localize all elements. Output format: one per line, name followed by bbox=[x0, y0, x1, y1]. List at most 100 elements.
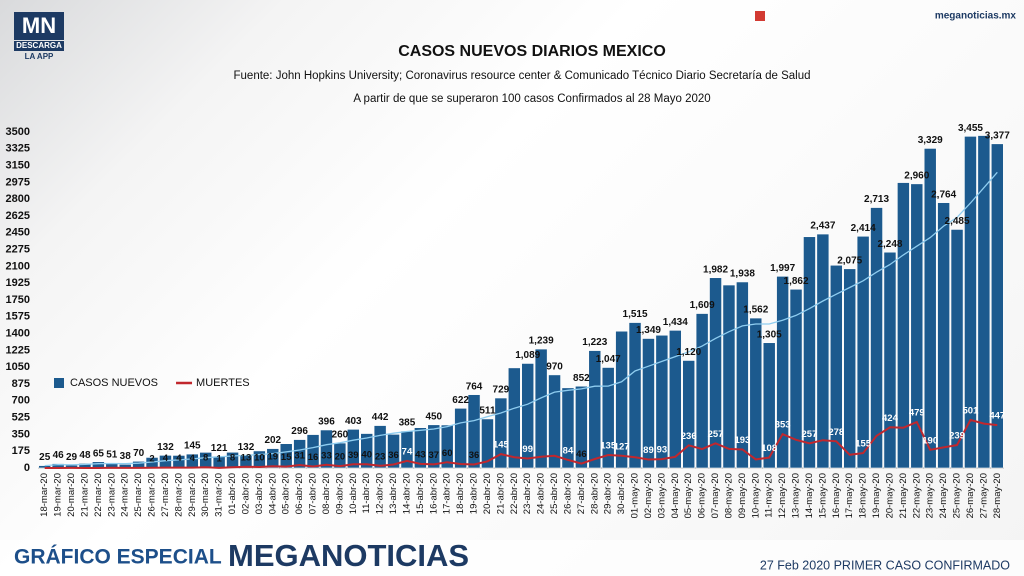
x-tick-label: 20-may-20 bbox=[884, 473, 895, 518]
data-label: 396 bbox=[318, 417, 335, 428]
bar bbox=[897, 182, 910, 469]
bar bbox=[789, 288, 803, 469]
data-label: 132 bbox=[157, 442, 174, 453]
bar bbox=[843, 268, 857, 469]
data-label: 403 bbox=[345, 416, 362, 427]
bar bbox=[440, 424, 454, 469]
y-tick-label: 1225 bbox=[6, 344, 30, 356]
x-tick-label: 26-mar-20 bbox=[147, 473, 158, 517]
data-label: 70 bbox=[133, 448, 145, 459]
bar bbox=[655, 334, 669, 469]
icon bbox=[755, 11, 765, 21]
data-label: 1 bbox=[216, 453, 222, 464]
data-label: 155 bbox=[855, 439, 872, 450]
data-label: 1,997 bbox=[770, 263, 795, 274]
data-label: 43 bbox=[415, 449, 426, 460]
x-tick-label: 22-abr-20 bbox=[509, 473, 520, 514]
x-tick-label: 05-may-20 bbox=[683, 473, 694, 518]
data-label: 29 bbox=[66, 452, 78, 463]
bar bbox=[494, 397, 508, 469]
x-tick-label: 08-may-20 bbox=[723, 473, 734, 518]
x-tick-label: 09-may-20 bbox=[737, 473, 748, 518]
x-tick-label: 24-abr-20 bbox=[536, 473, 547, 514]
data-label: 108 bbox=[761, 443, 777, 454]
bar bbox=[923, 148, 937, 469]
bar bbox=[977, 135, 991, 469]
bar bbox=[360, 433, 374, 469]
data-label: 74 bbox=[402, 446, 413, 457]
data-label: 501 bbox=[963, 405, 980, 416]
data-label: 40 bbox=[361, 450, 372, 461]
x-tick-label: 30-abr-20 bbox=[616, 473, 627, 514]
data-label: 1,515 bbox=[623, 309, 648, 320]
data-label: 4 bbox=[176, 453, 182, 464]
bar bbox=[937, 202, 950, 469]
data-label: 257 bbox=[708, 429, 724, 440]
y-tick-label: 0 bbox=[24, 462, 30, 474]
bar bbox=[695, 313, 709, 469]
bar bbox=[548, 374, 561, 469]
bar bbox=[883, 251, 897, 469]
x-tick-label: 19-abr-20 bbox=[469, 473, 480, 514]
bar bbox=[561, 387, 575, 469]
x-tick-label: 21-may-20 bbox=[898, 473, 909, 518]
data-label: 4 bbox=[190, 453, 196, 464]
bar bbox=[346, 429, 360, 469]
x-tick-label: 12-may-20 bbox=[777, 473, 788, 518]
y-tick-label: 875 bbox=[12, 378, 30, 390]
footer-brand: MEGANOTICIAS bbox=[228, 538, 469, 573]
bar bbox=[910, 183, 924, 469]
x-tick-label: 11-abr-20 bbox=[361, 473, 372, 514]
x-tick-label: 08-abr-20 bbox=[321, 473, 332, 514]
data-label: 2,485 bbox=[945, 216, 970, 227]
data-label: 1,982 bbox=[703, 264, 728, 275]
data-label: 89 bbox=[643, 445, 654, 456]
data-label: 1,239 bbox=[529, 336, 554, 347]
bar bbox=[964, 136, 977, 469]
data-label: 2,248 bbox=[877, 239, 902, 250]
data-label: 39 bbox=[348, 450, 359, 461]
line bbox=[44, 171, 998, 467]
legend-label: MUERTES bbox=[196, 377, 250, 389]
bar bbox=[481, 418, 494, 469]
footer-band bbox=[0, 540, 1024, 576]
data-label: 8 bbox=[203, 453, 208, 464]
data-label: 3,377 bbox=[985, 130, 1010, 141]
x-tick-label: 03-may-20 bbox=[656, 473, 667, 518]
data-label: 353 bbox=[775, 420, 791, 431]
data-label: 2,437 bbox=[810, 221, 835, 232]
data-label: 145 bbox=[184, 441, 201, 452]
data-label: 257 bbox=[802, 429, 818, 440]
bar bbox=[628, 322, 642, 469]
data-label: 1,938 bbox=[730, 269, 755, 280]
bar bbox=[749, 317, 763, 469]
bar bbox=[521, 363, 535, 469]
bar bbox=[803, 236, 816, 469]
x-tick-label: 18-may-20 bbox=[858, 473, 869, 518]
x-tick-label: 20-abr-20 bbox=[482, 473, 493, 514]
data-label: 2,075 bbox=[837, 255, 862, 266]
x-tick-label: 27-abr-20 bbox=[576, 473, 587, 514]
data-label: 3,329 bbox=[918, 135, 943, 146]
data-label: 1,862 bbox=[784, 276, 809, 287]
data-label: 2,414 bbox=[851, 223, 876, 234]
x-tick-label: 19-may-20 bbox=[871, 473, 882, 518]
data-label: 33 bbox=[321, 450, 332, 461]
data-label: 424 bbox=[882, 413, 899, 424]
data-label: 36 bbox=[469, 450, 480, 461]
bar bbox=[588, 350, 602, 469]
bar bbox=[816, 233, 830, 469]
data-label: 479 bbox=[909, 408, 925, 419]
x-tick-label: 05-abr-20 bbox=[281, 473, 292, 514]
data-label: 1,349 bbox=[636, 325, 661, 336]
x-tick-label: 07-may-20 bbox=[710, 473, 721, 518]
x-tick-label: 24-may-20 bbox=[938, 473, 949, 518]
x-tick-label: 22-may-20 bbox=[911, 473, 922, 518]
x-tick-label: 29-abr-20 bbox=[603, 473, 614, 514]
x-tick-label: 18-abr-20 bbox=[455, 473, 466, 514]
data-label: 37 bbox=[429, 450, 440, 461]
data-label: 1,562 bbox=[743, 305, 768, 316]
y-tick-label: 1400 bbox=[6, 328, 30, 340]
